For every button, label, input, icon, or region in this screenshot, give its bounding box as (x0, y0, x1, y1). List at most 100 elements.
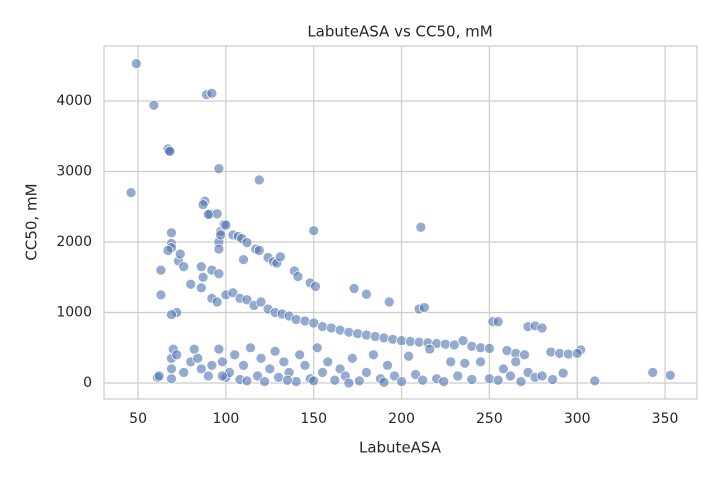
point (155, 289, 167, 301)
point (255, 296, 267, 308)
x-tick-label: 150 (300, 411, 327, 427)
point (188, 343, 200, 355)
point (492, 374, 504, 386)
point (343, 377, 355, 389)
x-tick-label: 200 (388, 411, 415, 427)
point (166, 227, 177, 239)
point (238, 360, 249, 371)
point (245, 342, 256, 354)
plot-frame (103, 45, 698, 400)
point (545, 346, 557, 358)
point (213, 243, 225, 255)
point (417, 374, 428, 386)
point (299, 360, 311, 371)
point (275, 251, 286, 263)
point (171, 349, 183, 361)
point (213, 163, 225, 175)
point (547, 374, 558, 385)
point (148, 99, 160, 111)
y-tick-label: 3000 (56, 163, 92, 179)
point (166, 373, 177, 385)
x-tick-label: 50 (129, 411, 147, 427)
point (536, 322, 548, 334)
point (162, 245, 174, 256)
y-tick-label: 1000 (56, 304, 92, 320)
point (510, 356, 522, 368)
point (445, 356, 457, 368)
point (515, 376, 527, 387)
point (253, 174, 265, 186)
point (317, 321, 328, 332)
point (264, 363, 276, 375)
x-tick-label: 350 (652, 411, 679, 427)
point (466, 374, 478, 385)
point (589, 375, 601, 387)
point (220, 219, 232, 231)
point (185, 278, 197, 290)
y-axis-label: CC50, mM (23, 183, 41, 260)
point (206, 360, 218, 371)
point (383, 296, 395, 308)
point (259, 376, 270, 387)
point (311, 342, 323, 354)
point (238, 254, 249, 265)
point (153, 370, 165, 382)
point (229, 349, 241, 361)
point (269, 345, 281, 357)
x-tick-label: 300 (564, 411, 591, 427)
point (317, 367, 328, 378)
point (178, 367, 190, 378)
point (448, 339, 460, 351)
point (290, 376, 302, 387)
point (197, 199, 209, 210)
point (403, 350, 414, 362)
point (361, 329, 372, 341)
point (484, 373, 495, 385)
x-tick-label: 100 (213, 411, 240, 427)
point (241, 237, 253, 249)
point (174, 248, 186, 260)
point (492, 316, 504, 328)
point (325, 322, 337, 334)
point (255, 352, 267, 364)
point (498, 363, 509, 375)
point (410, 369, 421, 380)
point (195, 363, 207, 375)
point (466, 340, 478, 352)
point (459, 357, 471, 369)
point (647, 367, 659, 378)
point (192, 352, 204, 364)
point (369, 331, 381, 342)
point (282, 374, 293, 386)
point (368, 349, 379, 361)
point (202, 209, 214, 220)
y-tick-label: 0 (83, 375, 92, 391)
point (664, 369, 676, 381)
point (347, 352, 358, 364)
point (195, 282, 207, 294)
point (452, 370, 464, 382)
point (389, 370, 400, 382)
y-tick-label: 4000 (56, 93, 92, 109)
point (217, 370, 228, 382)
point (241, 294, 253, 306)
point (130, 58, 142, 69)
x-tick-label: 250 (476, 411, 503, 427)
chart-title: LabuteASA vs CC50, mM (307, 23, 492, 41)
point (155, 264, 167, 276)
point (352, 328, 363, 339)
point (378, 376, 390, 388)
point (557, 367, 569, 379)
point (484, 343, 495, 354)
point (505, 370, 516, 382)
point (361, 367, 372, 378)
point (166, 309, 177, 320)
point (206, 87, 218, 99)
point (361, 288, 372, 300)
point (253, 245, 265, 256)
point (475, 356, 486, 368)
point (213, 268, 225, 280)
point (571, 348, 583, 359)
point (382, 360, 393, 371)
point (211, 296, 223, 308)
